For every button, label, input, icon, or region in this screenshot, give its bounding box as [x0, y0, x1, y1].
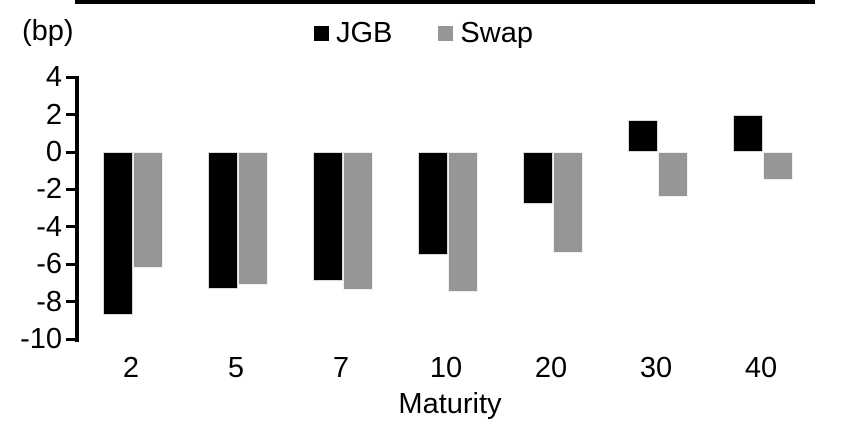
- y-axis-line: [75, 76, 79, 342]
- y-tick-label: -8: [36, 285, 62, 318]
- y-tick-mark: [66, 262, 78, 266]
- bar-jgb-maturity-10: [418, 152, 448, 255]
- y-tick-mark: [66, 150, 78, 154]
- y-tick-label: -6: [36, 248, 62, 281]
- bar-swap-maturity-20: [553, 152, 583, 253]
- bar-swap-maturity-2: [133, 152, 163, 268]
- legend-item-swap: Swap: [438, 18, 533, 48]
- y-tick-label: 2: [45, 98, 62, 131]
- bar-swap-maturity-5: [238, 152, 268, 285]
- y-axis-unit-label: (bp): [22, 15, 74, 47]
- bar-swap-maturity-10: [448, 152, 478, 293]
- y-tick-mark: [66, 75, 78, 79]
- y-tick-mark: [66, 113, 78, 117]
- y-tick-label: -4: [36, 210, 62, 243]
- legend-item-jgb: JGB: [314, 18, 392, 48]
- legend: JGB Swap: [314, 18, 533, 48]
- y-tick-label: -10: [20, 323, 62, 355]
- bar-jgb-maturity-20: [523, 152, 553, 205]
- bar-jgb-maturity-40: [733, 114, 763, 152]
- y-tick-label: 0: [45, 136, 62, 168]
- x-axis-title: Maturity: [398, 388, 502, 420]
- legend-label: JGB: [336, 17, 393, 49]
- bar-swap-maturity-7: [343, 152, 373, 291]
- y-tick-label: -2: [36, 173, 62, 206]
- bar-jgb-maturity-5: [208, 152, 238, 289]
- y-tick-mark: [66, 300, 78, 304]
- bar-swap-maturity-30: [658, 152, 688, 197]
- x-tick-label-30: 30: [639, 352, 673, 384]
- legend-label: Swap: [460, 17, 533, 49]
- y-tick-mark: [66, 337, 78, 341]
- x-tick-label-10: 10: [429, 352, 463, 384]
- bar-jgb-maturity-2: [103, 152, 133, 315]
- x-tick-label-7: 7: [332, 352, 350, 384]
- legend-swatch-swap: [438, 25, 454, 41]
- y-tick-mark: [66, 225, 78, 229]
- x-tick-label-5: 5: [227, 352, 245, 384]
- x-tick-label-40: 40: [744, 352, 778, 384]
- y-tick-mark: [66, 187, 78, 191]
- x-tick-label-2: 2: [122, 352, 140, 384]
- x-tick-label-20: 20: [534, 352, 568, 384]
- bar-jgb-maturity-7: [313, 152, 343, 282]
- y-tick-label: 4: [45, 61, 62, 94]
- bar-jgb-maturity-30: [628, 120, 658, 152]
- zero-baseline: [75, 0, 815, 4]
- legend-swatch-jgb: [314, 25, 329, 41]
- bar-swap-maturity-40: [763, 152, 793, 181]
